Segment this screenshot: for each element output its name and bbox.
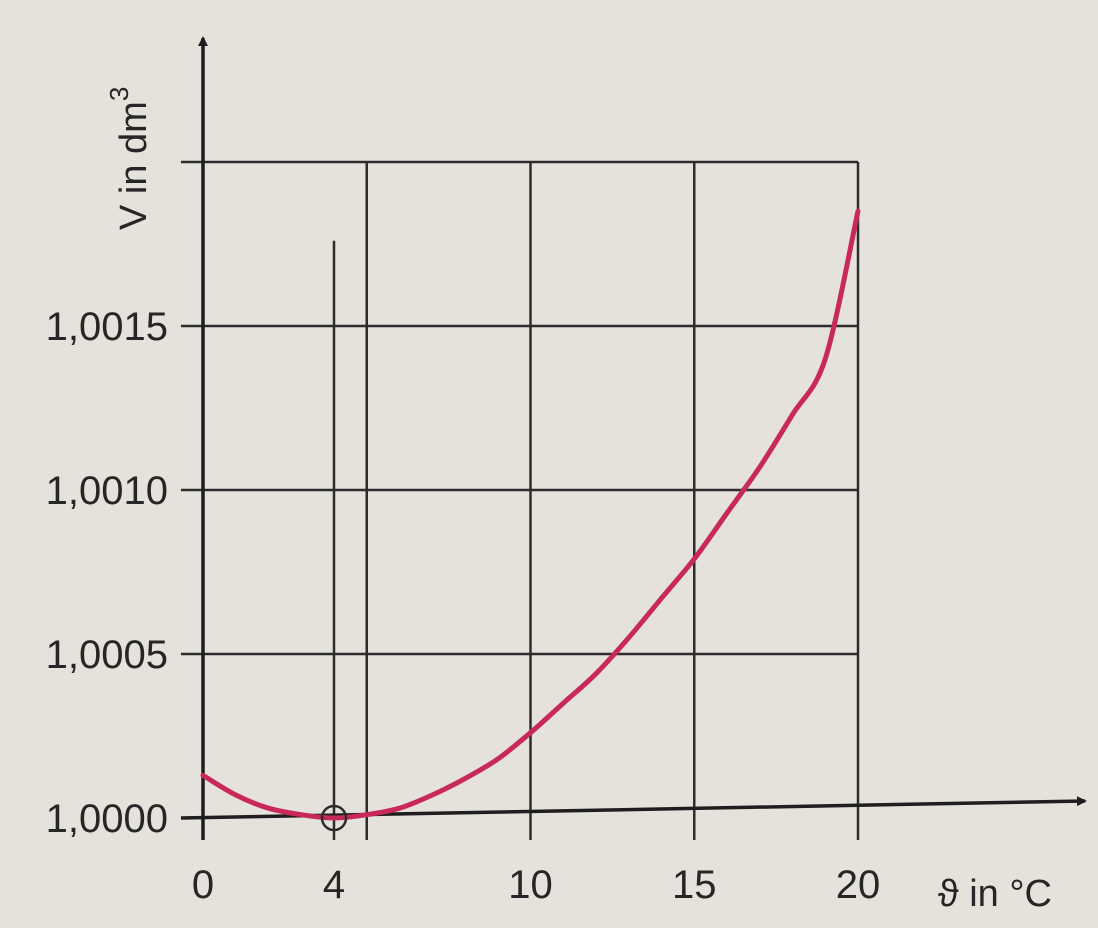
x-tick-label-2: 10 <box>508 863 553 907</box>
y-tick-label-2: 1,0010 <box>46 469 168 513</box>
x-tick-label-1: 4 <box>323 863 345 907</box>
x-axis-label: ϑ in °C <box>938 873 1052 915</box>
series-line-volume <box>200 208 861 821</box>
y-axis-label: V in dm3 <box>104 87 155 230</box>
y-axis-label-exponent: 3 <box>104 87 134 101</box>
x-tick-label-0: 0 <box>192 863 214 907</box>
y-tick-label-3: 1,0015 <box>46 305 168 349</box>
x-axis <box>180 796 1087 820</box>
y-tick-label-0: 1,0000 <box>46 797 168 841</box>
minimum-point-marker <box>320 804 348 832</box>
y-tick-label-1: 1,0005 <box>46 633 168 677</box>
x-tick-label-3: 15 <box>672 863 717 907</box>
x-tick-label-4: 20 <box>836 863 881 907</box>
